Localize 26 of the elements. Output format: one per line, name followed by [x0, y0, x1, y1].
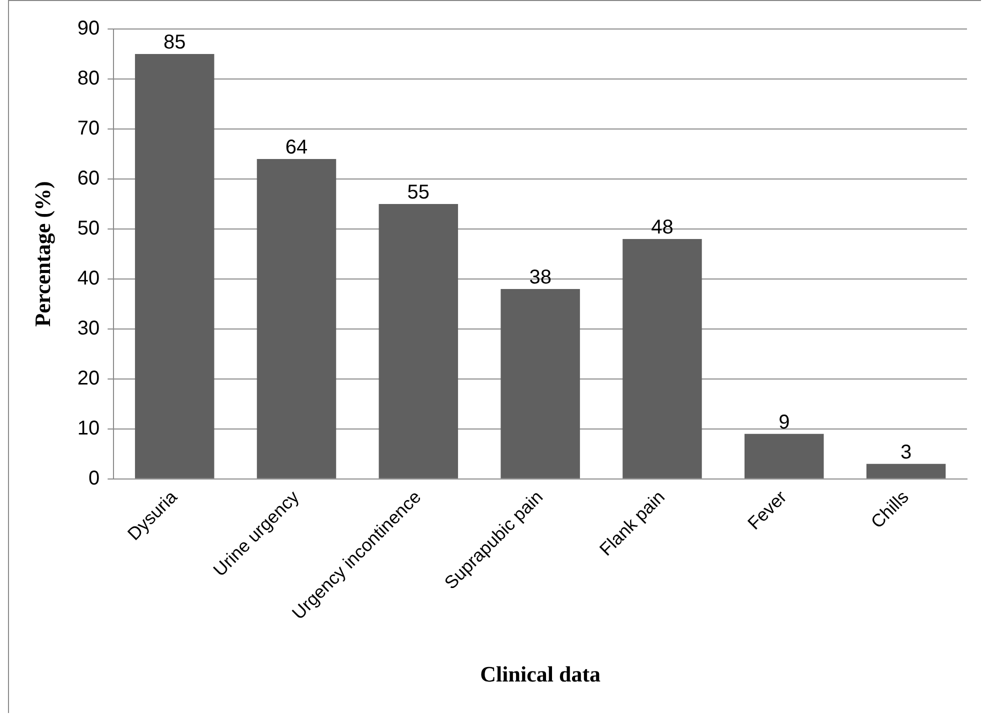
bar — [134, 54, 214, 478]
data-label: 38 — [529, 266, 552, 288]
bar — [500, 288, 580, 478]
y-tick-label: 20 — [77, 367, 100, 390]
y-axis-title: Percentage (%) — [30, 181, 55, 327]
y-tick-label: 40 — [77, 267, 100, 290]
data-label: 85 — [163, 32, 186, 54]
data-label: 3 — [900, 441, 912, 464]
bar — [744, 434, 824, 478]
y-tick-label: 60 — [77, 167, 100, 190]
bar — [378, 204, 458, 478]
y-tick-label: 90 — [77, 18, 100, 40]
x-axis-title: Clinical data — [480, 661, 601, 686]
y-tick-label: 80 — [77, 68, 100, 90]
y-tick-label: 30 — [77, 317, 100, 340]
data-label: 64 — [285, 136, 308, 158]
y-tick-label: 10 — [77, 417, 100, 440]
data-label: 48 — [651, 216, 674, 238]
bar — [622, 238, 702, 478]
bar — [256, 158, 336, 478]
data-label: 55 — [407, 181, 430, 204]
data-label: 9 — [778, 411, 790, 434]
y-tick-label: 70 — [77, 118, 100, 140]
bar — [866, 464, 946, 478]
y-tick-label: 0 — [88, 467, 100, 490]
y-tick-label: 50 — [77, 217, 100, 240]
